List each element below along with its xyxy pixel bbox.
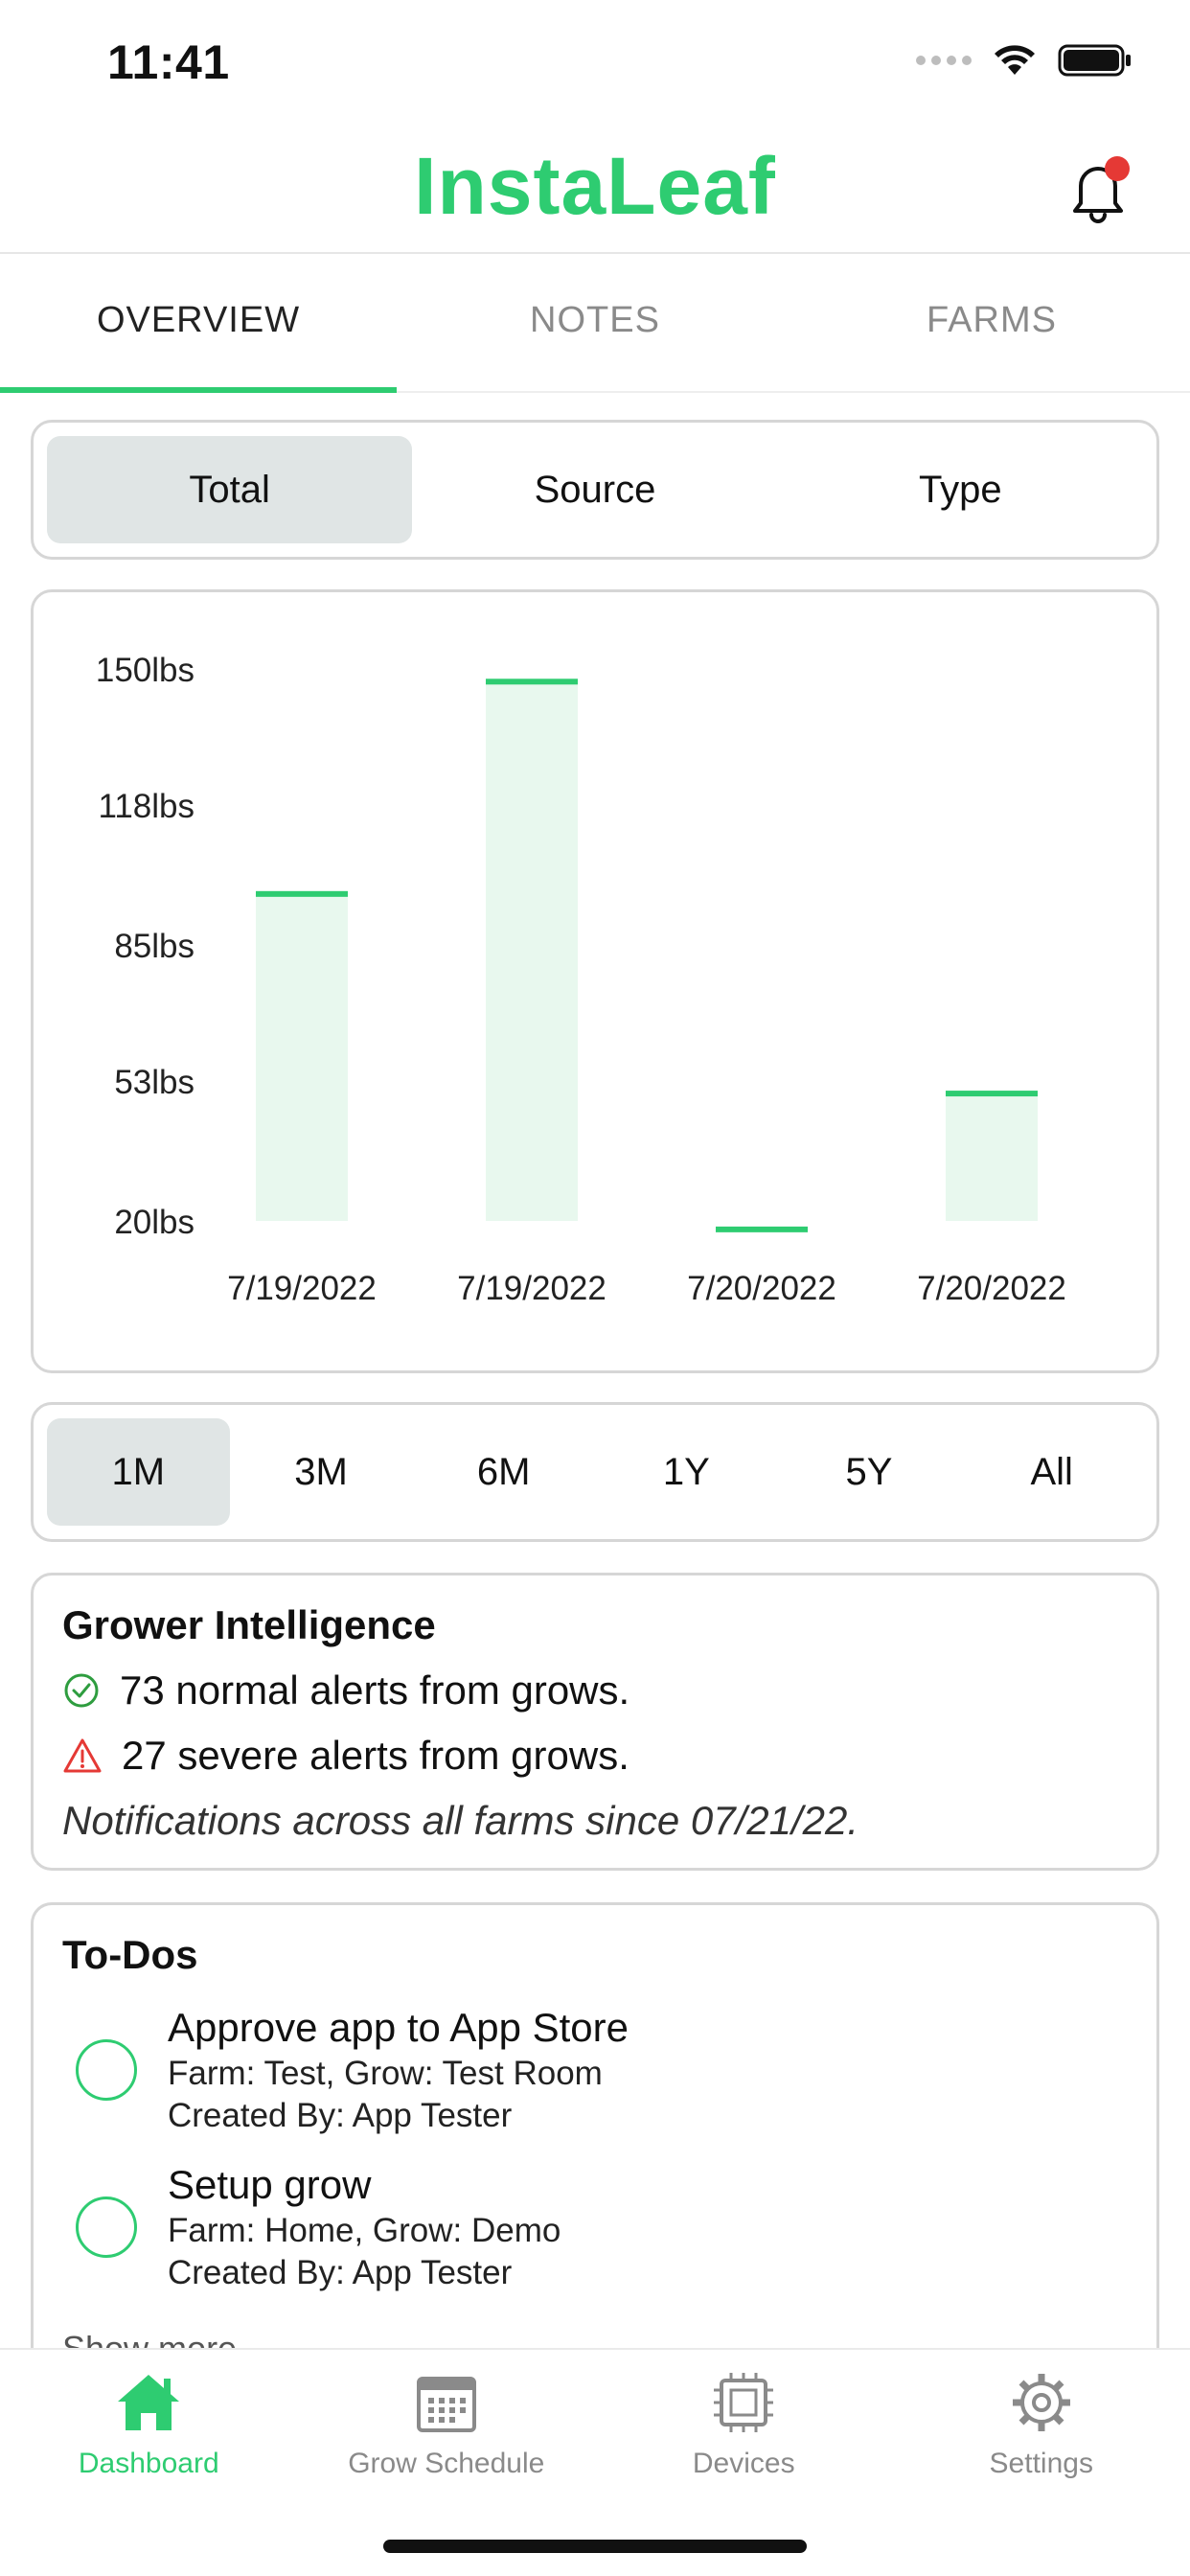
todo-item[interactable]: Approve app to App Store Farm: Test, Gro…: [62, 2005, 1128, 2135]
segment-type[interactable]: Type: [918, 468, 1002, 511]
notification-dot: [1105, 156, 1130, 181]
harvest-bar-chart: 150lbs 118lbs 85lbs 53lbs 20lbs 7/19/2022 7/19…: [96, 652, 1066, 1307]
normal-alerts-row: 73 normal alerts from grows.: [62, 1668, 1128, 1714]
bottom-nav: Dashboard Grow Schedule: [0, 2348, 1190, 2576]
y-tick-label: 150lbs: [96, 652, 195, 689]
range-5y[interactable]: 5Y: [845, 1450, 893, 1493]
grower-intelligence-title: Grower Intelligence: [62, 1602, 436, 1647]
todo-title: Approve app to App Store: [168, 2005, 629, 2050]
notification-bell-icon[interactable]: [1062, 153, 1134, 230]
harvest-chart-card: 150lbs 118lbs 85lbs 53lbs 20lbs 7/19/2022 7/19…: [31, 589, 1159, 1373]
todo-meta: Farm: Test, Grow: Test Room: [168, 2055, 603, 2092]
battery-icon: [1058, 44, 1131, 77]
segment-source[interactable]: Source: [534, 468, 656, 511]
status-icons: [916, 42, 1133, 79]
bar[interactable]: [256, 893, 348, 1221]
nav-label: Devices: [692, 2448, 795, 2479]
nav-grow-schedule[interactable]: Grow Schedule: [298, 2350, 596, 2494]
bar-top-line: [486, 678, 578, 685]
x-tick-label: 7/20/2022: [687, 1270, 836, 1307]
normal-alerts-text: 73 normal alerts from grows.: [120, 1668, 630, 1713]
status-bar: 11:41: [0, 0, 1190, 125]
segment-total[interactable]: Total: [47, 436, 413, 543]
todo-checkbox[interactable]: [76, 2039, 137, 2101]
top-tabs: OVERVIEW NOTES FARMS: [0, 254, 1190, 393]
todo-item[interactable]: Setup grow Farm: Home, Grow: Demo Create…: [62, 2162, 1128, 2292]
todo-checkbox[interactable]: [76, 2196, 137, 2258]
nav-dashboard[interactable]: Dashboard: [0, 2350, 298, 2494]
range-all[interactable]: All: [1030, 1450, 1073, 1493]
tab-farms[interactable]: FARMS: [927, 300, 1057, 340]
todos-card: To-Dos Approve app to App Store Farm: Te…: [31, 1902, 1159, 2401]
home-icon: [118, 2375, 180, 2430]
home-indicator: [383, 2540, 807, 2553]
check-circle-icon: [64, 1673, 99, 1708]
app-title: InstaLeaf: [414, 141, 776, 231]
range-segmented-control: 1M 3M 6M 1Y 5Y All: [31, 1402, 1159, 1542]
app-header: InstaLeaf: [0, 125, 1190, 254]
nav-devices[interactable]: Devices: [595, 2350, 893, 2494]
todo-title: Setup grow: [168, 2162, 372, 2207]
y-tick-label: 53lbs: [114, 1064, 195, 1101]
cellular-signal-icon: [916, 56, 972, 65]
bar-top-line: [256, 890, 348, 897]
bar[interactable]: [946, 1093, 1038, 1221]
wifi-icon: [995, 45, 1035, 75]
bar-top-line: [716, 1226, 808, 1232]
chip-icon: [714, 2373, 774, 2432]
grower-intelligence-card: Grower Intelligence 73 normal alerts fro…: [31, 1573, 1159, 1871]
range-6m[interactable]: 6M: [476, 1450, 531, 1493]
severe-alerts-text: 27 severe alerts from grows.: [122, 1733, 629, 1778]
y-tick-label: 118lbs: [98, 788, 195, 825]
todo-creator: Created By: App Tester: [168, 2097, 513, 2134]
nav-label: Grow Schedule: [348, 2448, 545, 2479]
tab-overview[interactable]: OVERVIEW: [0, 254, 397, 393]
status-time: 11:41: [107, 35, 230, 89]
nav-label: Dashboard: [78, 2448, 219, 2479]
x-tick-label: 7/19/2022: [457, 1270, 606, 1307]
bar-top-line: [946, 1091, 1038, 1097]
range-1y[interactable]: 1Y: [662, 1450, 710, 1493]
tab-notes[interactable]: NOTES: [530, 300, 660, 340]
range-1m[interactable]: 1M: [47, 1418, 230, 1526]
gear-icon: [1012, 2374, 1070, 2431]
nav-settings[interactable]: Settings: [893, 2350, 1190, 2494]
todo-meta: Farm: Home, Grow: Demo: [168, 2212, 561, 2249]
bar[interactable]: [486, 681, 578, 1221]
x-tick-label: 7/19/2022: [227, 1270, 377, 1307]
breakdown-segmented-control: Total Source Type: [31, 420, 1159, 560]
todo-creator: Created By: App Tester: [168, 2254, 513, 2291]
intel-note: Notifications across all farms since 07/…: [62, 1798, 859, 1843]
range-3m[interactable]: 3M: [294, 1450, 348, 1493]
severe-alerts-row: 27 severe alerts from grows.: [62, 1733, 1128, 1779]
warning-triangle-icon: [63, 1738, 102, 1773]
nav-label: Settings: [989, 2448, 1093, 2479]
calendar-icon: [416, 2377, 476, 2432]
y-tick-label: 20lbs: [114, 1204, 195, 1241]
todos-title: To-Dos: [62, 1932, 198, 1977]
x-tick-label: 7/20/2022: [917, 1270, 1066, 1307]
y-tick-label: 85lbs: [114, 928, 195, 965]
